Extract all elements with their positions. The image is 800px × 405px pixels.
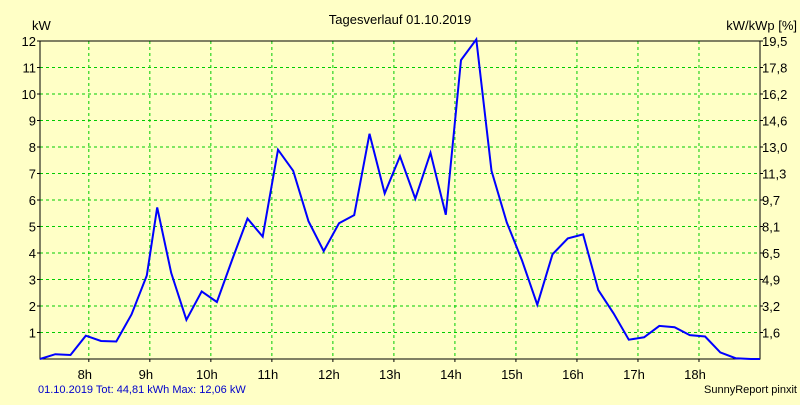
series-line — [39, 36, 760, 360]
x-tick-label: 12h — [318, 367, 340, 382]
y-tick-label-right: 4,9 — [762, 273, 780, 288]
y-tick-label-left: 3 — [29, 273, 36, 288]
y-tick-label-left: 8 — [29, 140, 36, 155]
x-axis: 8h 9h 10h 11h 12h 13h 14h 15h 16h 17h 18h — [78, 359, 706, 382]
y-tick-label-left: 11 — [23, 61, 37, 76]
footer-summary: 01.10.2019 Tot: 44,81 kWh Max: 12,06 kW — [38, 384, 246, 396]
x-tick-label: 14h — [440, 367, 462, 382]
x-tick-label: 15h — [501, 367, 523, 382]
y-tick-label-right: 1,6 — [762, 326, 780, 341]
y-tick-label-right: 14,6 — [762, 114, 787, 129]
series-layer — [39, 36, 760, 360]
y-axis-right: 1,6 3,2 4,9 6,5 8,1 9,7 11,3 13,0 14,6 16,2 17,8 19… — [760, 34, 787, 341]
x-tick-label: 11h — [257, 367, 278, 382]
x-tick-label: 18h — [684, 367, 706, 382]
y-tick-label-right: 17,8 — [762, 61, 787, 76]
y-tick-label-left: 7 — [29, 167, 36, 182]
grid — [40, 41, 760, 359]
y-tick-label-left: 2 — [29, 299, 36, 314]
y-axis-label-left: kW — [32, 18, 52, 33]
y-tick-label-right: 13,0 — [762, 140, 787, 155]
y-tick-label-left: 5 — [29, 220, 36, 235]
y-tick-label-right: 6,5 — [762, 246, 780, 261]
x-tick-label: 16h — [562, 367, 584, 382]
y-tick-label-right: 9,7 — [762, 193, 780, 208]
footer-credit: SunnyReport pinxit — [704, 384, 797, 396]
y-tick-label-left: 6 — [29, 193, 36, 208]
y-tick-label-left: 12 — [22, 34, 36, 49]
x-tick-label: 10h — [196, 367, 218, 382]
y-tick-label-left: 1 — [29, 326, 36, 341]
y-tick-label-left: 4 — [29, 246, 36, 261]
y-tick-label-right: 19,5 — [762, 34, 787, 49]
chart-title: Tagesverlauf 01.10.2019 — [329, 12, 471, 27]
y-tick-label-left: 9 — [29, 114, 36, 129]
x-tick-label: 8h — [78, 367, 92, 382]
x-tick-label: 9h — [139, 367, 153, 382]
y-tick-label-right: 16,2 — [762, 87, 787, 102]
y-tick-label-left: 10 — [22, 87, 36, 102]
y-axis-label-right: kW/kWp [%] — [726, 18, 797, 33]
x-tick-label: 13h — [379, 367, 401, 382]
y-tick-label-right: 11,3 — [762, 167, 786, 182]
x-tick-label: 17h — [623, 367, 645, 382]
y-tick-label-right: 3,2 — [762, 299, 780, 314]
y-tick-label-right: 8,1 — [762, 220, 780, 235]
